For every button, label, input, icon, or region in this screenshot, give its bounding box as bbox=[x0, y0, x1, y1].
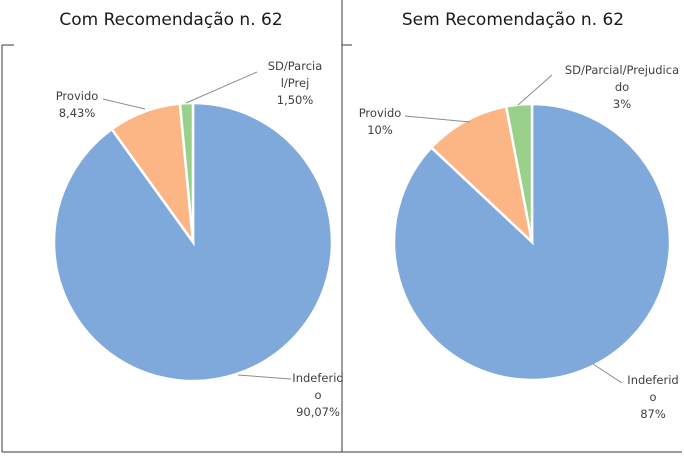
leader-line bbox=[185, 71, 258, 104]
data-label: Provido 10% bbox=[359, 106, 402, 137]
chart-title: Sem Recomendação n. 62 bbox=[401, 10, 625, 30]
data-label: SD/Parcia l/Prej 1,50% bbox=[268, 59, 323, 107]
leader-line bbox=[517, 74, 553, 106]
leader-line bbox=[102, 98, 146, 110]
data-label: SD/Parcial/Prejudica do 3% bbox=[565, 63, 679, 111]
pie-chart-sem-recomendacao: Sem Recomendação n. 62 Indeferid o 87% Prov… bbox=[342, 0, 684, 457]
leader-line bbox=[237, 374, 292, 380]
pie-chart-com-recomendacao: Com Recomendação n. 62 Indeferid o 90,07% P… bbox=[1, 0, 344, 453]
chart-title: Com Recomendação n. 62 bbox=[59, 10, 283, 30]
data-label: Indeferid o 87% bbox=[627, 373, 678, 421]
data-label: Provido 8,43% bbox=[56, 89, 99, 120]
pie-svg: Indeferid o 87% Provido 10% SD/Parcial/Prejud… bbox=[342, 44, 682, 453]
leader-line bbox=[404, 115, 471, 123]
pie-svg: Indeferid o 90,07% Provido 8,43% SD/Parcia l/P… bbox=[1, 0, 344, 453]
data-label: Indeferid o 90,07% bbox=[292, 371, 343, 419]
leader-line bbox=[592, 363, 623, 384]
